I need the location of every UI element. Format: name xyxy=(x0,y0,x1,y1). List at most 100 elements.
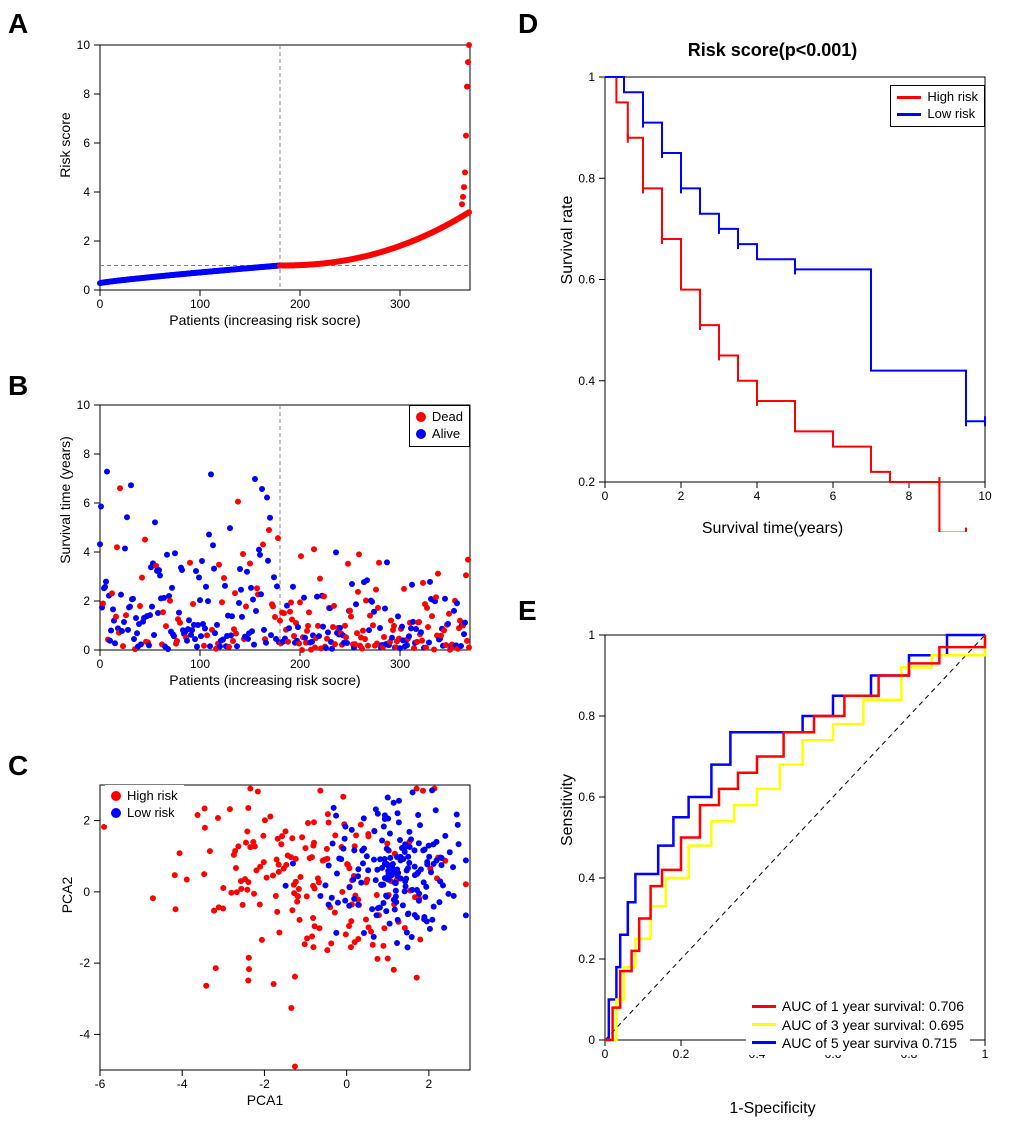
panel-C-ylabel: PCA2 xyxy=(59,820,75,970)
svg-text:300: 300 xyxy=(390,657,410,671)
dot-icon xyxy=(416,429,426,439)
panel-label-D: D xyxy=(518,8,538,40)
panel-E-legend: AUC of 1 year survival: 0.706 AUC of 3 y… xyxy=(746,994,970,1055)
line-icon xyxy=(752,1005,776,1008)
svg-text:0.4: 0.4 xyxy=(578,374,595,388)
svg-text:8: 8 xyxy=(83,447,90,461)
svg-text:0: 0 xyxy=(343,1077,350,1091)
svg-text:6: 6 xyxy=(83,136,90,150)
svg-text:6: 6 xyxy=(83,496,90,510)
panel-label-E: E xyxy=(518,595,537,627)
line-icon xyxy=(752,1041,776,1044)
line-icon xyxy=(897,96,921,99)
panel-D-legend: High risk Low risk xyxy=(890,85,985,127)
svg-text:6: 6 xyxy=(830,489,837,503)
legend-label: AUC of 3 year survival: 0.695 xyxy=(782,1016,964,1034)
svg-text:1: 1 xyxy=(588,628,595,642)
figure: A B C D E 01002003000246810 Patients (in… xyxy=(0,0,1020,1138)
svg-text:0: 0 xyxy=(97,657,104,671)
svg-text:-4: -4 xyxy=(177,1077,188,1091)
dot-icon xyxy=(416,412,426,422)
legend-label: High risk xyxy=(127,788,178,805)
panel-D: Risk score(p<0.001) 0 2 4 6 8 10 0.2 0.4 0.6 0.8 1… xyxy=(545,40,1000,540)
svg-text:0.4: 0.4 xyxy=(578,871,595,885)
svg-text:0: 0 xyxy=(602,1047,609,1061)
panel-A: 01002003000246810 Patients (increasing r… xyxy=(45,30,485,330)
line-icon xyxy=(752,1023,776,1026)
svg-text:300: 300 xyxy=(390,297,410,311)
legend-label: AUC of 5 year surviva 0.715 xyxy=(782,1034,957,1052)
svg-text:1: 1 xyxy=(588,70,595,84)
legend-item-alive: Alive xyxy=(416,426,463,443)
legend-item-dead: Dead xyxy=(416,409,463,426)
panel-B: 0 100 200 300 0 2 4 6 8 10 Patients (increasing r… xyxy=(45,390,485,690)
legend-label: Dead xyxy=(432,409,463,426)
legend-item-auc3: AUC of 3 year survival: 0.695 xyxy=(752,1016,964,1034)
svg-text:2: 2 xyxy=(426,1077,433,1091)
legend-item-high: High risk xyxy=(111,788,178,805)
panel-E: 00.20.40.60.8100.20.40.60.81 1-Specifici… xyxy=(545,620,1000,1120)
svg-text:0.8: 0.8 xyxy=(578,171,595,185)
panel-E-xlabel: 1-Specificity xyxy=(545,1100,1000,1118)
legend-label: High risk xyxy=(927,89,978,106)
panel-A-xlabel: Patients (increasing risk socre) xyxy=(45,312,485,328)
panel-B-ylabel: Survival time (years) xyxy=(57,390,73,610)
panel-B-legend: Dead Alive xyxy=(409,405,470,447)
panel-D-title: Risk score(p<0.001) xyxy=(545,40,1000,61)
svg-text:200: 200 xyxy=(290,657,310,671)
dot-icon xyxy=(111,791,121,801)
legend-label: Low risk xyxy=(927,106,975,123)
panel-A-ylabel: Risk score xyxy=(57,45,73,245)
legend-item-low: Low risk xyxy=(111,805,178,822)
legend-label: Low risk xyxy=(127,805,175,822)
panel-D-xlabel: Survival time(years) xyxy=(545,520,1000,538)
legend-item-high-risk: High risk xyxy=(897,89,978,106)
svg-text:10: 10 xyxy=(77,398,91,412)
svg-text:1: 1 xyxy=(982,1047,989,1061)
line-icon xyxy=(897,113,921,116)
svg-text:0: 0 xyxy=(602,489,609,503)
svg-text:2: 2 xyxy=(83,814,90,828)
panel-C-legend: High risk Low risk xyxy=(105,785,184,825)
svg-text:0.6: 0.6 xyxy=(578,790,595,804)
svg-text:2: 2 xyxy=(83,594,90,608)
svg-text:10: 10 xyxy=(978,489,992,503)
svg-text:0: 0 xyxy=(83,283,90,297)
svg-text:2: 2 xyxy=(678,489,685,503)
legend-item-auc1: AUC of 1 year survival: 0.706 xyxy=(752,997,964,1015)
svg-text:4: 4 xyxy=(83,545,90,559)
svg-text:-6: -6 xyxy=(95,1077,106,1091)
dot-icon xyxy=(111,808,121,818)
svg-text:200: 200 xyxy=(290,297,310,311)
svg-text:0: 0 xyxy=(83,885,90,899)
svg-text:0: 0 xyxy=(588,1033,595,1047)
svg-text:100: 100 xyxy=(190,297,210,311)
svg-text:4: 4 xyxy=(754,489,761,503)
panel-D-ylabel: Survival rate xyxy=(559,140,577,340)
legend-item-low-risk: Low risk xyxy=(897,106,978,123)
svg-text:0: 0 xyxy=(83,643,90,657)
legend-label: Alive xyxy=(432,426,460,443)
svg-text:0.2: 0.2 xyxy=(673,1047,690,1061)
svg-text:0.2: 0.2 xyxy=(578,952,595,966)
svg-text:-4: -4 xyxy=(79,1027,90,1041)
panel-B-xlabel: Patients (increasing risk socre) xyxy=(45,672,485,688)
panel-C: -6-4-202-4-202 PCA1 PCA2 High risk Low r… xyxy=(45,770,485,1110)
svg-text:100: 100 xyxy=(190,657,210,671)
svg-text:-2: -2 xyxy=(79,956,90,970)
panel-A-svg: 01002003000246810 xyxy=(45,30,485,330)
svg-text:0.6: 0.6 xyxy=(578,273,595,287)
panel-label-C: C xyxy=(8,750,28,782)
panel-E-ylabel: Sensitivity xyxy=(559,710,577,910)
svg-text:8: 8 xyxy=(83,87,90,101)
svg-text:2: 2 xyxy=(83,234,90,248)
legend-item-auc5: AUC of 5 year surviva 0.715 xyxy=(752,1034,964,1052)
svg-text:0.2: 0.2 xyxy=(578,475,595,489)
svg-text:8: 8 xyxy=(906,489,913,503)
svg-text:-2: -2 xyxy=(259,1077,270,1091)
panel-D-svg: 0 2 4 6 8 10 0.2 0.4 0.6 0.8 1 xyxy=(545,62,1000,532)
svg-text:10: 10 xyxy=(77,38,91,52)
svg-text:0: 0 xyxy=(97,297,104,311)
panel-label-B: B xyxy=(8,370,28,402)
legend-label: AUC of 1 year survival: 0.706 xyxy=(782,997,964,1015)
